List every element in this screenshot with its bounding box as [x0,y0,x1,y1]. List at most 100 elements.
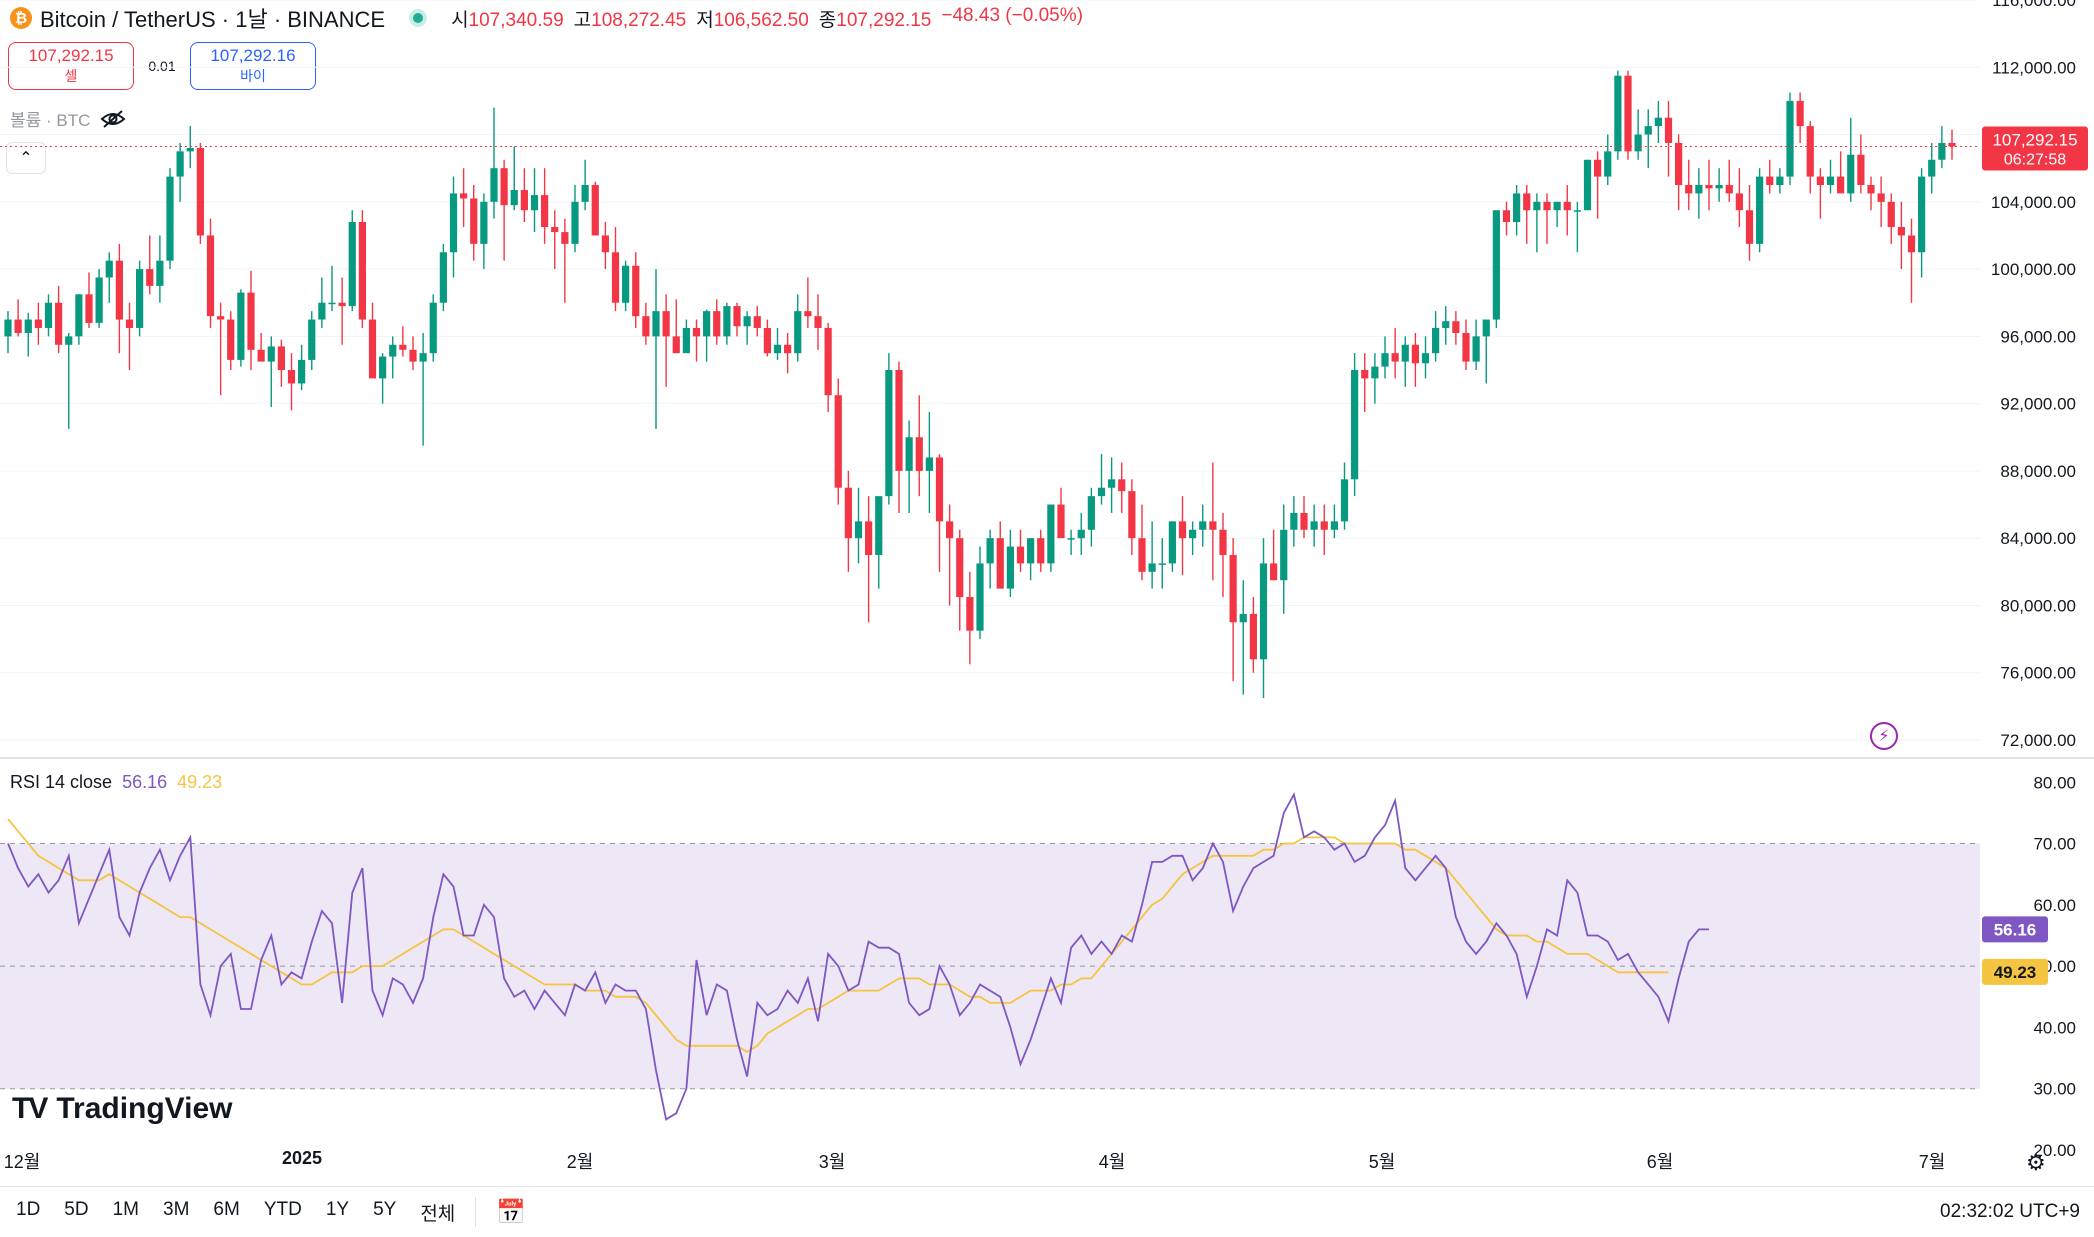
x-label-dec: 12월 [3,1152,41,1172]
candle-body [1624,75,1632,152]
candle-body [895,370,903,471]
sell-price: 107,292.15 [28,46,114,65]
range-button-3[interactable]: 3M [163,1198,190,1220]
rsi-value: 56.16 [122,772,168,792]
low-value: 106,562.50 [713,9,809,31]
x-label-mar: 3월 [818,1152,846,1172]
candle-body [885,370,893,497]
candle-body [429,302,437,354]
candle-body [1766,176,1774,185]
candle-body [1756,176,1764,244]
brand-name: TradingView [56,1092,233,1125]
settings-icon[interactable]: ⚙ [2026,1150,2046,1175]
candle-body [824,327,832,396]
range-button-7[interactable]: 5Y [373,1198,397,1220]
candle-body [510,190,518,206]
candle-body [146,269,154,286]
candle-body [1391,353,1399,362]
x-label-jun: 6월 [1646,1152,1674,1172]
candle-body [1067,538,1075,540]
high-value: 108,272.45 [591,9,687,31]
rsi-tick-label: 80.00 [2033,773,2076,792]
rsi-line [7,792,1709,1121]
collapse-legend-button[interactable]: ⌃ [6,142,46,174]
candle-body [865,521,873,555]
range-button-0[interactable]: 1D [16,1198,41,1220]
candle-body [1938,142,1946,160]
candle-body [105,260,113,278]
candle-body [1786,100,1794,177]
candle-body [1705,185,1713,189]
candle-body [1057,504,1065,539]
candle-body [1138,538,1146,572]
range-button-1[interactable]: 5D [64,1198,89,1220]
x-label-2025: 2025 [281,1148,323,1168]
sell-button[interactable]: 107,292.15 셀 [8,42,134,90]
candle-body [308,319,316,360]
candle-body [601,235,609,253]
candle-body [1077,529,1085,539]
candle-body [1634,134,1642,152]
candle-body [1401,344,1409,362]
candle-body [1776,176,1784,185]
candle-body [1685,185,1693,194]
candle-body [986,538,994,564]
candle-body [196,148,204,236]
candle-body [1604,151,1612,177]
market-open-icon [409,9,428,27]
candle-body [1543,201,1551,211]
flash-icon[interactable]: ⚡ [1870,722,1898,750]
range-button-5[interactable]: YTD [263,1198,302,1220]
candle-body [581,185,589,202]
candle-body [409,349,417,362]
range-button-4[interactable]: 6M [213,1198,240,1220]
candle-body [1857,154,1865,185]
candle-body [217,316,225,320]
candle-body [439,252,447,303]
candle-body [1249,613,1257,660]
candle-body [1583,159,1592,211]
range-button-8[interactable]: 전체 [420,1203,456,1225]
candle-body [95,277,103,323]
candle-body [348,222,356,307]
candle-body [1128,491,1136,539]
candle-body [1654,117,1662,127]
candle-body [1300,512,1308,530]
time-axis[interactable]: 12월 2025 2월 3월 4월 5월 6월 7월 [0,1148,1990,1178]
range-button-6[interactable]: 1Y [325,1198,350,1220]
clock[interactable]: 02:32:02 UTC+9 [1940,1201,2080,1222]
candle-body [561,232,569,244]
price-tick-label: 104,000.00 [1991,193,2076,212]
calendar-range-icon[interactable]: 📅 [496,1198,527,1226]
x-label-jul: 7월 [1918,1152,1946,1172]
candle-body [773,344,782,354]
candle-body [379,356,387,379]
price-chart[interactable]: 72,000.00 76,000.00 80,000.00 84,000.00 88,0… [0,0,2094,1186]
candle-body [1907,235,1916,253]
price-tag-value: 107,292.15 [1992,130,2077,149]
tradingview-mark-icon: TV [12,1092,48,1125]
candle-body [551,227,559,233]
price-tick-label: 84,000.00 [2000,529,2076,548]
candle-body [1725,185,1733,194]
price-tick-label: 76,000.00 [2000,664,2076,683]
volume-legend: 볼륨 · BTC [10,106,126,131]
candle-body [328,302,336,305]
close-label: 종 [818,9,837,31]
candle-body [1664,117,1673,143]
candle-body [814,316,822,328]
candle-body [976,563,984,631]
range-button-2[interactable]: 1M [112,1198,139,1220]
eye-hidden-icon[interactable] [100,109,126,129]
candle-body [530,195,539,211]
symbol-title[interactable]: Bitcoin / TetherUS · 1날 · BINANCE [40,7,386,32]
candle-body [1614,75,1622,152]
candle-body [460,193,468,199]
buy-button[interactable]: 107,292.16 바이 [190,42,316,90]
candle-body [1199,521,1207,530]
candle-body [591,185,599,236]
candle-body [925,457,933,471]
candle-body [247,292,255,350]
candle-body [733,306,741,327]
candle-body [1948,142,1956,147]
